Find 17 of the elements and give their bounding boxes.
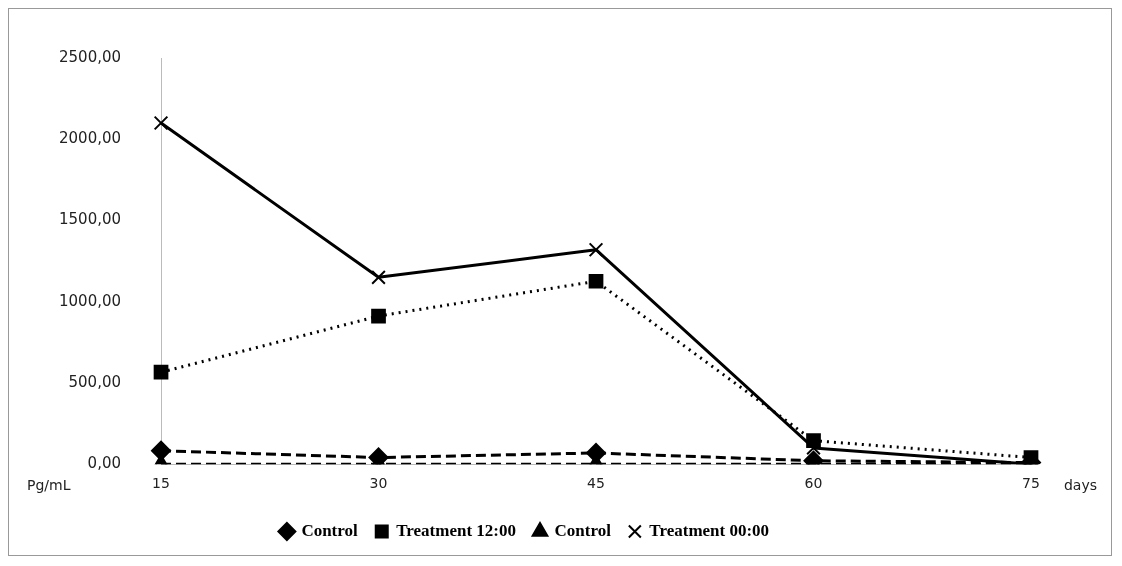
y-tick-label: 500,00 [68, 372, 122, 391]
y-tick-label: 1500,00 [59, 210, 122, 229]
legend-label: Control [554, 520, 612, 540]
x-tick-label: 75 [1022, 475, 1040, 492]
y-axis-title: Pg/mL [27, 476, 71, 493]
y-tick-label: 2000,00 [59, 129, 122, 148]
y-tick-label: 0,00 [87, 454, 122, 473]
x-tick-label: 30 [369, 475, 388, 492]
y-tick-label: 1000,00 [59, 291, 122, 310]
y-tick-label: 2500,00 [59, 47, 122, 66]
legend-label: Treatment 12:00 [396, 520, 517, 540]
x-tick-label: 15 [152, 475, 170, 492]
x-tick-label: 45 [587, 475, 605, 492]
legend-label: Treatment 00:00 [649, 520, 770, 540]
legend-label: Control [301, 520, 359, 540]
x-axis-title: days [1063, 476, 1097, 493]
x-tick-label: 60 [804, 475, 823, 492]
